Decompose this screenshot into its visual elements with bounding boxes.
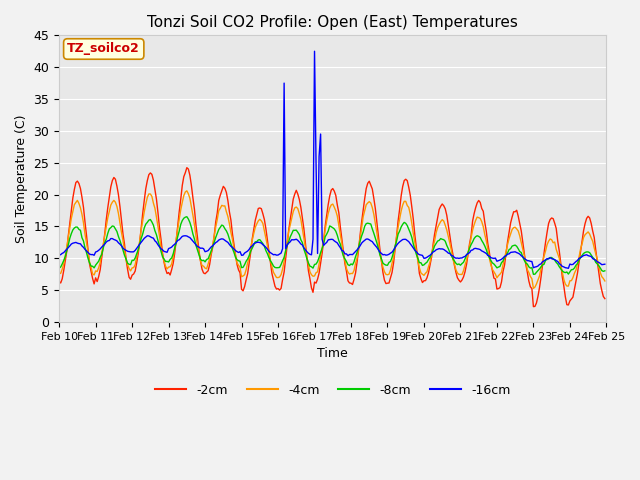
Legend: -2cm, -4cm, -8cm, -16cm: -2cm, -4cm, -8cm, -16cm xyxy=(150,379,515,402)
Title: Tonzi Soil CO2 Profile: Open (East) Temperatures: Tonzi Soil CO2 Profile: Open (East) Temp… xyxy=(147,15,518,30)
Text: TZ_soilco2: TZ_soilco2 xyxy=(67,43,140,56)
X-axis label: Time: Time xyxy=(317,347,348,360)
Y-axis label: Soil Temperature (C): Soil Temperature (C) xyxy=(15,114,28,243)
